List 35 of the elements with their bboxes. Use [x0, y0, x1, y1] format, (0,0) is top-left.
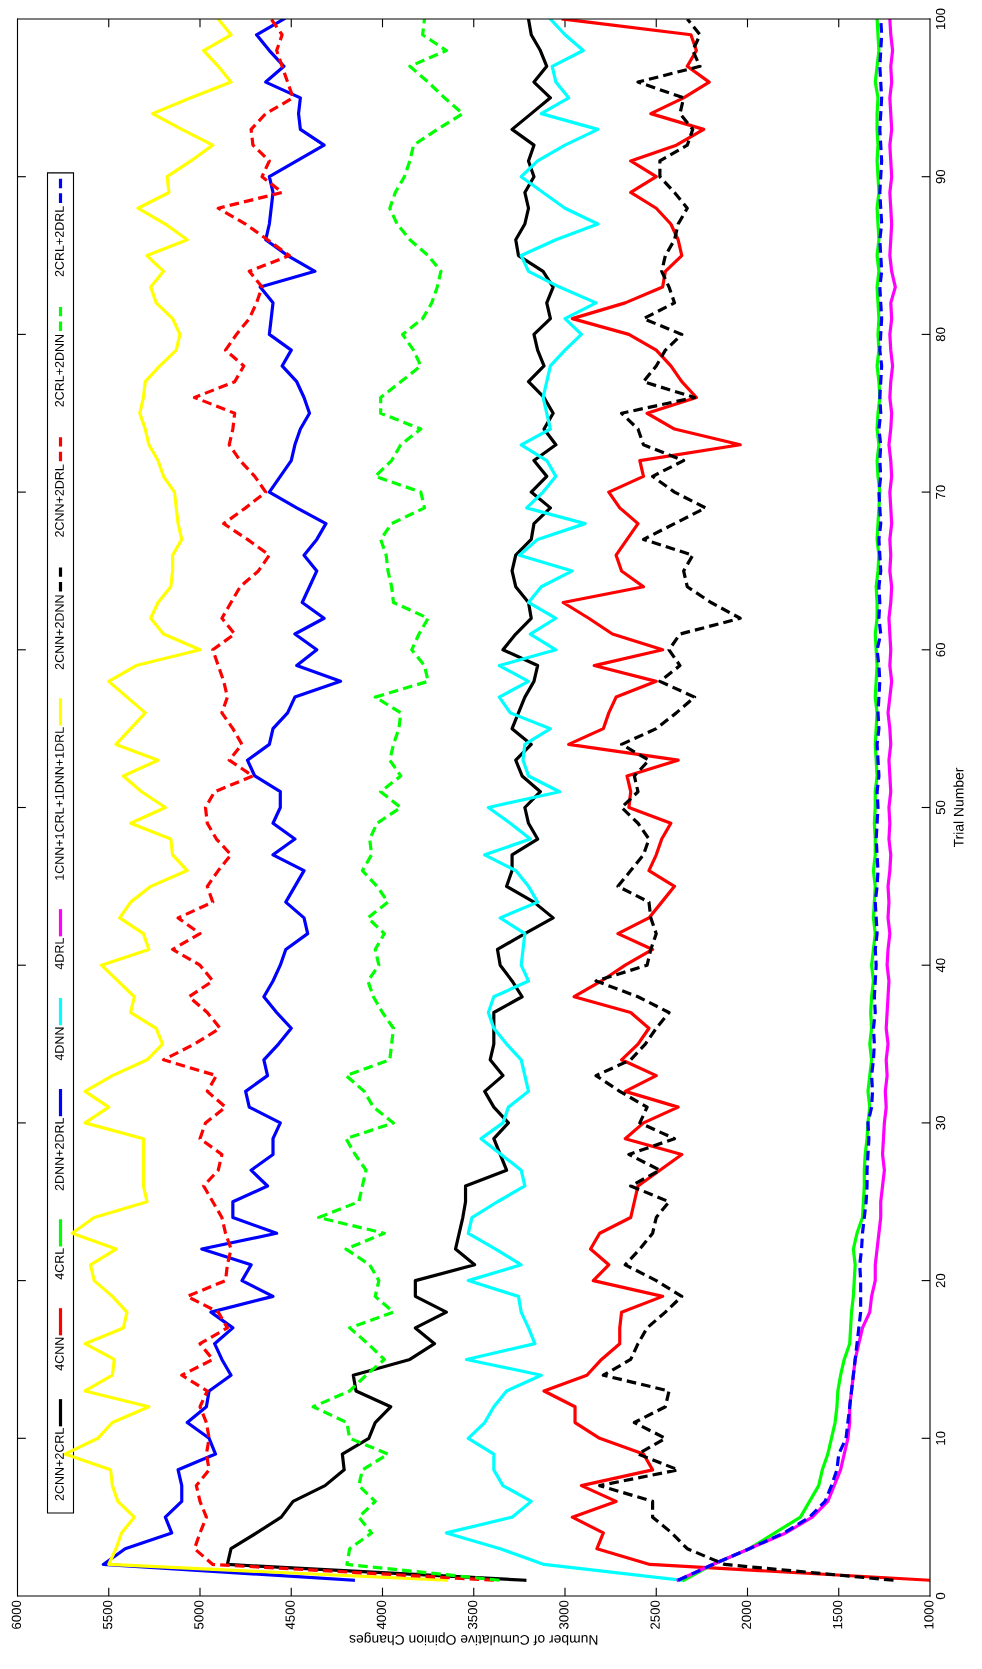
y-tick-label: 70: [935, 485, 946, 499]
y-tick-label: 20: [935, 1273, 946, 1288]
y-tick-label: 50: [935, 800, 946, 815]
legend-label: 2DNN+2DRL: [55, 1118, 64, 1191]
legend-label: 2CRL+2DRL: [55, 206, 64, 277]
y-tick-label: 60: [935, 642, 946, 657]
legend-label: 2CNN+2CRL: [55, 1428, 64, 1501]
x-axis-title: Number of Cumulative Opinion Changes: [349, 1632, 598, 1646]
y-tick-label: 40: [935, 958, 946, 973]
x-tick-label: 1500: [832, 1600, 843, 1629]
x-tick-label: 3000: [559, 1600, 569, 1630]
legend-label: 4CRL: [55, 1248, 64, 1280]
legend-label: 1CNN+1CRL+1DNN+1DRL: [55, 727, 64, 880]
x-tick-label: 1000: [924, 1600, 934, 1629]
legend-label: 4CNN: [55, 1337, 64, 1371]
legend-label: 4DRL: [55, 938, 64, 970]
x-tick-label: 5000: [194, 1600, 204, 1629]
y-tick-label: 100: [935, 8, 946, 29]
y-tick-label: 90: [935, 169, 946, 184]
legend-label: 4DNN: [55, 1027, 64, 1061]
legend-label: 2CRL+2DNN: [55, 334, 64, 407]
x-tick-label: 2500: [650, 1600, 660, 1629]
y-tick-label: 10: [935, 1431, 946, 1445]
x-tick-label: 4000: [376, 1600, 387, 1630]
legend-label: 2CNN+2DRL: [55, 464, 64, 537]
y-tick-label: 80: [935, 327, 946, 342]
x-tick-label: 4500: [285, 1600, 295, 1630]
x-tick-label: 5500: [102, 1600, 113, 1629]
y-axis-title: Trial Number: [953, 767, 964, 848]
y-tick-label: 0: [935, 1592, 946, 1600]
y-tick-label: 30: [935, 1116, 946, 1130]
x-tick-label: 2000: [741, 1600, 752, 1629]
legend-label: 2CNN+2DNN: [55, 595, 64, 670]
x-tick-label: 6000: [11, 1600, 22, 1629]
x-tick-label: 3500: [467, 1600, 478, 1630]
